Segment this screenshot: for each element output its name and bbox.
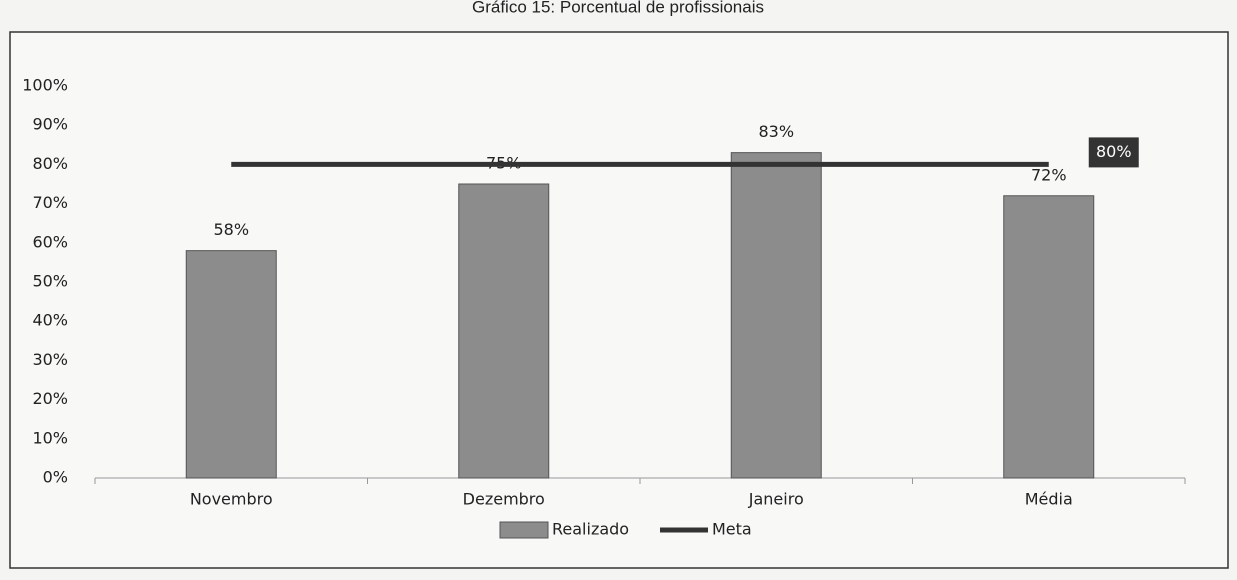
y-tick-label: 100% [22, 76, 68, 95]
legend-swatch [499, 521, 549, 539]
legend-label: Meta [712, 520, 752, 539]
data-label: 80% [1096, 142, 1132, 161]
bar [458, 183, 550, 479]
x-tick-label: Novembro [190, 490, 273, 509]
bar [730, 152, 822, 479]
y-tick-label: 80% [32, 154, 68, 173]
y-tick-label: 30% [32, 350, 68, 369]
y-tick-label: 60% [32, 232, 68, 251]
y-tick-label: 40% [32, 311, 68, 330]
data-label: 58% [213, 220, 249, 239]
bar [185, 250, 277, 479]
y-tick-label: 90% [32, 115, 68, 134]
x-tick-label: Janeiro [748, 490, 804, 509]
chart-title: Gráfico 15: Porcentual de profissionais [472, 0, 764, 16]
y-tick-label: 50% [32, 272, 68, 291]
x-tick-label: Média [1025, 490, 1073, 509]
data-label: 72% [1031, 165, 1067, 184]
x-tick-label: Dezembro [463, 490, 545, 509]
y-tick-label: 10% [32, 428, 68, 447]
y-tick-label: 20% [32, 389, 68, 408]
legend-label: Realizado [552, 520, 629, 539]
data-label: 83% [758, 122, 794, 141]
y-tick-label: 70% [32, 193, 68, 212]
data-label-box [1088, 137, 1139, 168]
y-tick-label: 0% [43, 468, 68, 487]
bar [1003, 195, 1095, 479]
